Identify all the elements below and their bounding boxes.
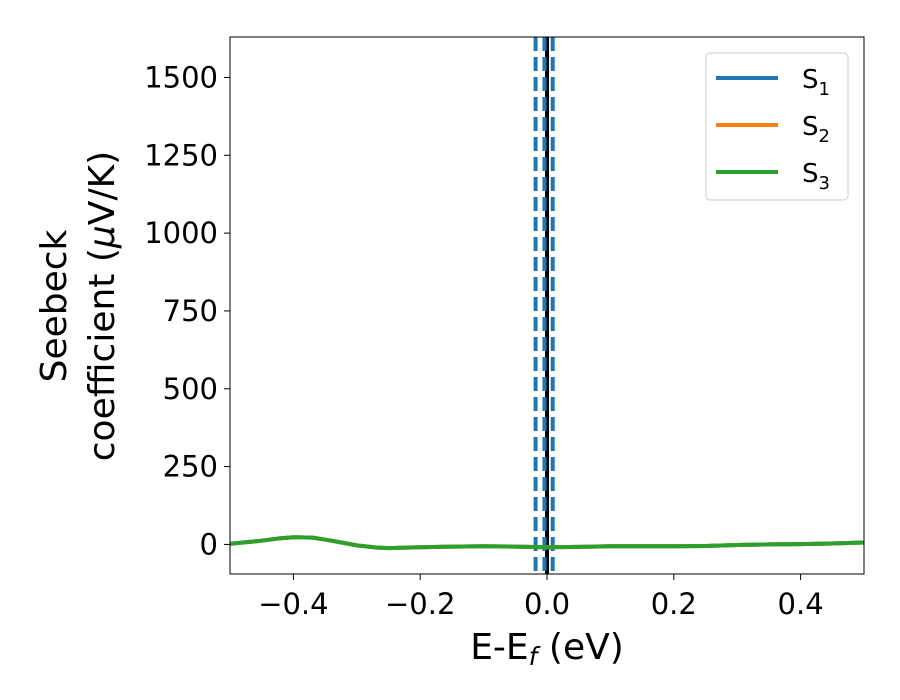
x-axis-label-main: E-E [470, 627, 528, 668]
x-axis-ticks: −0.4 −0.2 0.0 0.2 0.4 [258, 574, 824, 621]
x-tick-label: 0.4 [778, 587, 824, 621]
x-tick-label: 0.0 [524, 587, 570, 621]
series-lines [230, 535, 864, 551]
series-line-s3 [230, 535, 864, 551]
y-tick-label: 0 [200, 527, 218, 561]
y-tick-label: 750 [163, 294, 218, 328]
x-axis-label-unit: (eV) [537, 627, 623, 668]
y-tick-label: 250 [163, 450, 218, 484]
y-axis-label: Seebeck coefficient (μV/K) [34, 151, 123, 461]
legend-label: S3 [802, 159, 830, 194]
y-axis-label-line2: coefficient (μV/K) [82, 151, 123, 461]
x-tick-label: −0.2 [385, 587, 455, 621]
y-axis-label-unit: V/K) [82, 151, 123, 225]
y-tick-label: 500 [163, 372, 218, 406]
x-tick-label: −0.4 [258, 587, 328, 621]
legend-label: S1 [802, 65, 830, 100]
y-axis-ticks: 0 250 500 750 1000 1250 1500 [144, 60, 230, 561]
y-axis-label-line1: Seebeck [34, 229, 75, 382]
y-tick-label: 1500 [144, 60, 218, 94]
legend-label: S2 [802, 112, 830, 147]
reference-lines [533, 37, 555, 574]
x-tick-label: 0.2 [651, 587, 697, 621]
y-axis-label-prefix: coefficient ( [82, 248, 123, 461]
legend: S1 S2 S3 [705, 52, 849, 201]
y-tick-label: 1250 [144, 138, 218, 172]
y-tick-label: 1000 [144, 216, 218, 250]
x-axis-label: E-Ef (eV) [470, 627, 624, 671]
y-axis-label-mu: μ [82, 225, 123, 249]
